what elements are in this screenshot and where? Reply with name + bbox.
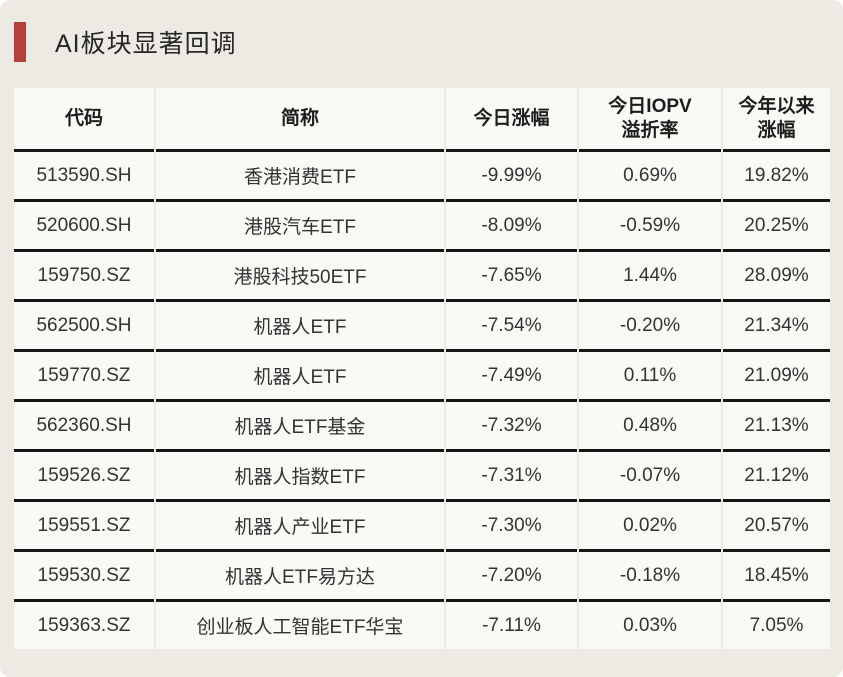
cell-iopv-premium: -0.59% bbox=[579, 202, 721, 252]
cell-iopv-premium: -0.07% bbox=[579, 452, 721, 502]
cell-ytd-change: 21.13% bbox=[723, 402, 830, 452]
header-cell-code: 代码 bbox=[14, 88, 154, 152]
table-row: 562360.SH 机器人ETF基金 -7.32% 0.48% 21.13% bbox=[14, 402, 830, 452]
cell-today-change: -7.20% bbox=[446, 552, 577, 602]
cell-ytd-change: 20.57% bbox=[723, 502, 830, 552]
cell-code: 513590.SH bbox=[14, 152, 154, 202]
cell-name: 港股科技50ETF bbox=[156, 252, 444, 302]
cell-iopv-premium: 1.44% bbox=[579, 252, 721, 302]
cell-name: 机器人指数ETF bbox=[156, 452, 444, 502]
table-row: 513590.SH 香港消费ETF -9.99% 0.69% 19.82% bbox=[14, 152, 830, 202]
table-header-row: 代码 简称 今日涨幅 今日IOPV 溢折率 今年以来 涨幅 bbox=[14, 88, 830, 152]
cell-ytd-change: 21.12% bbox=[723, 452, 830, 502]
header-cell-today-change: 今日涨幅 bbox=[446, 88, 577, 152]
cell-ytd-change: 19.82% bbox=[723, 152, 830, 202]
cell-name: 机器人ETF bbox=[156, 302, 444, 352]
cell-today-change: -7.54% bbox=[446, 302, 577, 352]
header-cell-ytd-change: 今年以来 涨幅 bbox=[723, 88, 830, 152]
cell-name: 机器人ETF易方达 bbox=[156, 552, 444, 602]
cell-name: 港股汽车ETF bbox=[156, 202, 444, 252]
table-body: 513590.SH 香港消费ETF -9.99% 0.69% 19.82% 520600.… bbox=[14, 152, 830, 649]
table-row: 159526.SZ 机器人指数ETF -7.31% -0.07% 21.12% bbox=[14, 452, 830, 502]
table-row: 159363.SZ 创业板人工智能ETF华宝 -7.11% 0.03% 7.05% bbox=[14, 602, 830, 649]
cell-name: 香港消费ETF bbox=[156, 152, 444, 202]
etf-table: 代码 简称 今日涨幅 今日IOPV 溢折率 今年以来 涨幅 513590.SH 香港消费E… bbox=[14, 88, 830, 649]
cell-today-change: -8.09% bbox=[446, 202, 577, 252]
cell-today-change: -7.11% bbox=[446, 602, 577, 649]
cell-code: 159551.SZ bbox=[14, 502, 154, 552]
cell-name: 创业板人工智能ETF华宝 bbox=[156, 602, 444, 649]
table-row: 562500.SH 机器人ETF -7.54% -0.20% 21.34% bbox=[14, 302, 830, 352]
cell-today-change: -7.49% bbox=[446, 352, 577, 402]
cell-code: 159750.SZ bbox=[14, 252, 154, 302]
cell-iopv-premium: 0.48% bbox=[579, 402, 721, 452]
cell-ytd-change: 21.09% bbox=[723, 352, 830, 402]
table-row: 520600.SH 港股汽车ETF -8.09% -0.59% 20.25% bbox=[14, 202, 830, 252]
cell-iopv-premium: 0.11% bbox=[579, 352, 721, 402]
cell-code: 159530.SZ bbox=[14, 552, 154, 602]
cell-iopv-premium: -0.20% bbox=[579, 302, 721, 352]
cell-today-change: -7.65% bbox=[446, 252, 577, 302]
table-row: 159770.SZ 机器人ETF -7.49% 0.11% 21.09% bbox=[14, 352, 830, 402]
cell-code: 159526.SZ bbox=[14, 452, 154, 502]
cell-code: 159363.SZ bbox=[14, 602, 154, 649]
cell-today-change: -9.99% bbox=[446, 152, 577, 202]
cell-ytd-change: 7.05% bbox=[723, 602, 830, 649]
cell-today-change: -7.30% bbox=[446, 502, 577, 552]
cell-name: 机器人ETF基金 bbox=[156, 402, 444, 452]
cell-name: 机器人ETF bbox=[156, 352, 444, 402]
cell-code: 520600.SH bbox=[14, 202, 154, 252]
cell-iopv-premium: 0.02% bbox=[579, 502, 721, 552]
cell-iopv-premium: -0.18% bbox=[579, 552, 721, 602]
cell-today-change: -7.32% bbox=[446, 402, 577, 452]
cell-code: 159770.SZ bbox=[14, 352, 154, 402]
cell-ytd-change: 21.34% bbox=[723, 302, 830, 352]
table-row: 159530.SZ 机器人ETF易方达 -7.20% -0.18% 18.45% bbox=[14, 552, 830, 602]
title-accent-bar bbox=[14, 22, 26, 62]
cell-ytd-change: 28.09% bbox=[723, 252, 830, 302]
table-row: 159750.SZ 港股科技50ETF -7.65% 1.44% 28.09% bbox=[14, 252, 830, 302]
cell-ytd-change: 18.45% bbox=[723, 552, 830, 602]
cell-iopv-premium: 0.69% bbox=[579, 152, 721, 202]
cell-code: 562360.SH bbox=[14, 402, 154, 452]
cell-iopv-premium: 0.03% bbox=[579, 602, 721, 649]
cell-name: 机器人产业ETF bbox=[156, 502, 444, 552]
cell-today-change: -7.31% bbox=[446, 452, 577, 502]
page-title: AI板块显著回调 bbox=[55, 30, 237, 58]
title-row: AI板块显著回调 bbox=[0, 0, 843, 62]
table-row: 159551.SZ 机器人产业ETF -7.30% 0.02% 20.57% bbox=[14, 502, 830, 552]
cell-code: 562500.SH bbox=[14, 302, 154, 352]
header-cell-name: 简称 bbox=[156, 88, 444, 152]
cell-ytd-change: 20.25% bbox=[723, 202, 830, 252]
header-cell-iopv-premium: 今日IOPV 溢折率 bbox=[579, 88, 721, 152]
